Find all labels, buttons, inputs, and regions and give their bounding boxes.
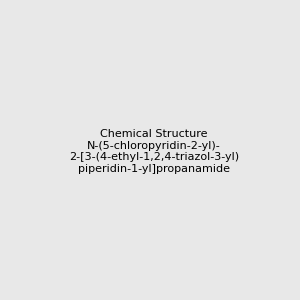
Text: Chemical Structure
N-(5-chloropyridin-2-yl)-
2-[3-(4-ethyl-1,2,4-triazol-3-yl)
p: Chemical Structure N-(5-chloropyridin-2-… (69, 129, 239, 174)
